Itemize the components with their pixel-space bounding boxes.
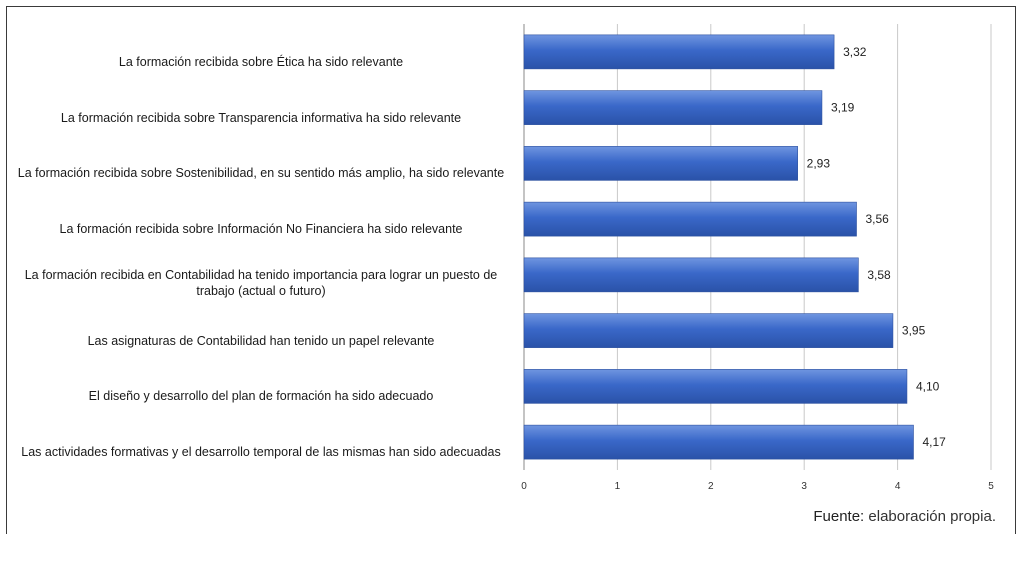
value-label: 3,95 [902, 324, 926, 338]
bar [523, 90, 823, 125]
bar [523, 257, 859, 293]
x-tick-label: 3 [801, 481, 807, 492]
category-label: La formación recibida en Contabilidad ha… [24, 267, 498, 298]
value-label: 3,32 [843, 45, 867, 59]
source-note: Fuente: elaboración propia. [813, 508, 996, 525]
value-label: 3,56 [866, 212, 890, 226]
category-label: Las actividades formativas y el desarrol… [21, 445, 501, 460]
category-label: La formación recibida sobre Transparenci… [60, 110, 462, 125]
category-label: Las asignaturas de Contabilidad han teni… [87, 333, 435, 348]
bar [523, 201, 857, 237]
bar [523, 34, 835, 70]
category-label: La formación recibida sobre Ética ha sid… [118, 54, 404, 69]
x-tick-label: 0 [521, 481, 527, 492]
value-label: 2,93 [807, 156, 831, 170]
value-label: 4,10 [916, 379, 940, 393]
value-label: 3,19 [831, 101, 855, 115]
value-labels: 3,32 3,19 2,93 3,56 3,58 3,95 4,10 4,17 [807, 45, 946, 449]
bar [523, 424, 914, 460]
bar [523, 146, 798, 181]
x-tick-label: 1 [615, 481, 621, 492]
bar [523, 313, 894, 348]
source-prefix: Fuente: [813, 508, 865, 525]
x-tick-label: 5 [988, 481, 994, 492]
x-tick-labels: 0 1 2 3 4 5 [521, 481, 994, 492]
value-label: 3,58 [867, 268, 891, 282]
x-tick-label: 2 [708, 481, 714, 492]
bottom-strip [0, 534, 1022, 574]
bars [523, 34, 914, 460]
category-label: El diseño y desarrollo del plan de forma… [88, 389, 434, 404]
bar-chart: 3,32 3,19 2,93 3,56 3,58 3,95 4,10 4,17 0 1 2 3 4 5 [521, 24, 994, 492]
category-label: La formación recibida sobre Sostenibilid… [17, 166, 505, 181]
value-label: 4,17 [922, 435, 946, 449]
bar [523, 369, 908, 404]
category-label: La formación recibida sobre Información … [59, 222, 463, 237]
x-tick-label: 4 [895, 481, 901, 492]
source-text: elaboración propia. [868, 508, 996, 525]
